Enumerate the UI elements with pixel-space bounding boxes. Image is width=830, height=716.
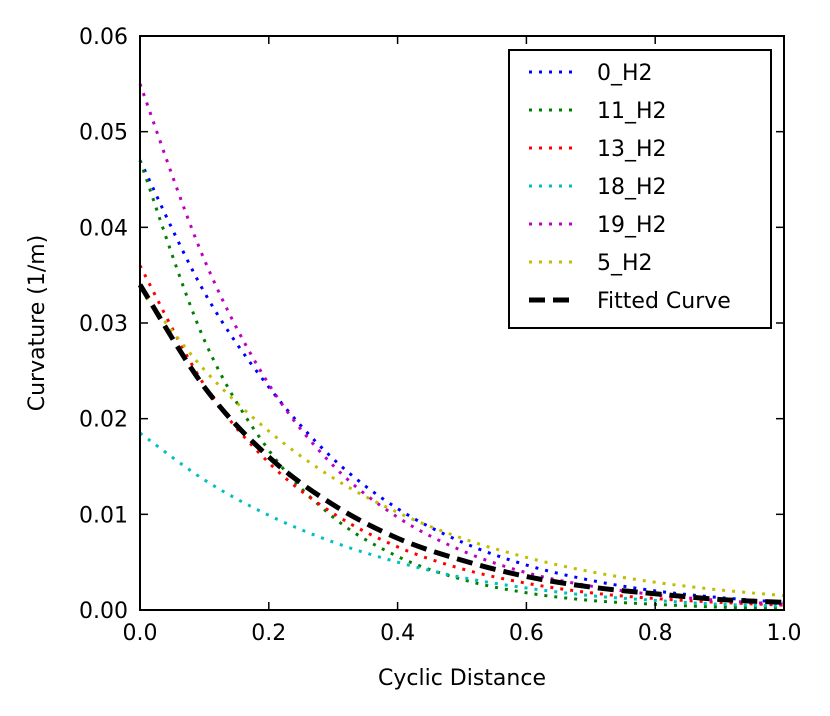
x-axis-label: Cyclic Distance [378, 666, 546, 691]
x-tick-label: 0.0 [123, 621, 158, 646]
y-tick-label: 0.01 [79, 503, 128, 528]
legend: 0_H2 11_H2 13_H2 18_H2 19_H2 5_H2 Fitted Curve [508, 49, 772, 329]
x-tick-label: 0.2 [251, 621, 286, 646]
ticks-layer: 0.0 0.2 0.4 0.6 0.8 1.0 0.00 0.01 0.02 0.03 0.04 0.… [79, 25, 801, 646]
series-line-fitted-curve [137, 283, 785, 605]
legend-label: 11_H2 [597, 99, 667, 124]
legend-label: 19_H2 [597, 213, 667, 238]
series-line-0-h2 [138, 159, 785, 604]
y-tick-label: 0.04 [79, 216, 128, 241]
legend-label: Fitted Curve [597, 289, 731, 314]
y-tick-label: 0.00 [79, 599, 128, 624]
y-tick-label: 0.03 [79, 312, 128, 337]
legend-label: 0_H2 [597, 61, 653, 86]
series-line-18-h2 [139, 431, 785, 608]
series-layer [137, 83, 785, 610]
y-tick-label: 0.05 [79, 121, 128, 146]
series-line-5-h2 [138, 288, 785, 598]
x-tick-label: 0.8 [638, 621, 673, 646]
legend-box [508, 49, 772, 329]
y-tick-label: 0.06 [79, 25, 128, 50]
x-tick-label: 0.6 [509, 621, 544, 646]
y-tick-label: 0.02 [79, 408, 128, 433]
x-tick-label: 1.0 [767, 621, 802, 646]
legend-label: 5_H2 [597, 251, 653, 276]
legend-label: 18_H2 [597, 175, 667, 200]
x-tick-label: 0.4 [380, 621, 415, 646]
legend-label: 13_H2 [597, 137, 667, 162]
y-axis-label: Curvature (1/m) [25, 235, 50, 412]
